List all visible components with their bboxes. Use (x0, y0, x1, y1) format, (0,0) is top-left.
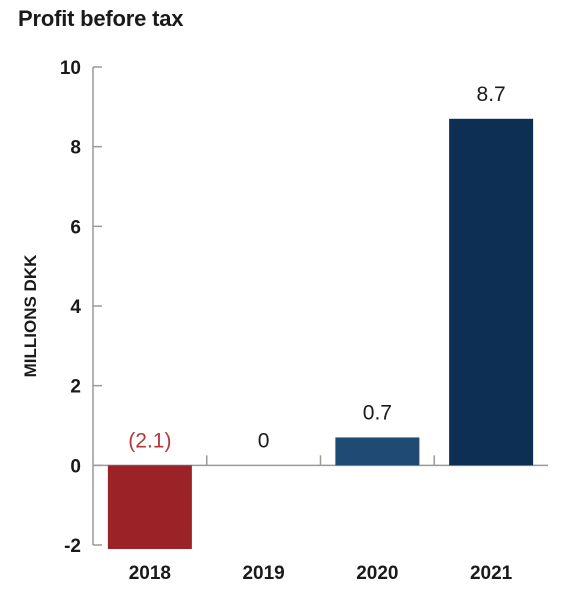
bar-2018 (107, 465, 192, 549)
data-label-2020: 0.7 (363, 401, 392, 424)
y-tick-label: 2 (70, 377, 81, 398)
bar-2020 (335, 437, 420, 466)
labels: (2.1) 2018 0 2019 0.7 2020 8.7 2021 (128, 83, 512, 584)
y-tick-label: 10 (60, 58, 81, 79)
bars (107, 118, 534, 549)
bar-2021 (449, 118, 534, 466)
y-tick-label: 8 (70, 138, 81, 159)
y-tick-label: 0 (70, 456, 81, 477)
data-label-2018: (2.1) (128, 429, 171, 452)
y-axis-title: MILLIONS DKK (21, 254, 40, 377)
data-label-2021: 8.7 (477, 83, 506, 106)
y-tick-label: 4 (70, 297, 81, 318)
chart-title: Profit before tax (18, 6, 184, 31)
x-tick-label-2020: 2020 (356, 563, 398, 584)
y-tick-label: 6 (70, 217, 81, 238)
x-tick-label-2018: 2018 (129, 563, 171, 584)
axes: -2 0 2 4 6 8 10 MILLIONS DKK (21, 58, 548, 557)
x-tick-label-2021: 2021 (470, 563, 513, 584)
data-label-2019: 0 (258, 429, 270, 452)
y-tick-label: -2 (64, 536, 81, 557)
x-tick-label-2019: 2019 (242, 563, 284, 584)
